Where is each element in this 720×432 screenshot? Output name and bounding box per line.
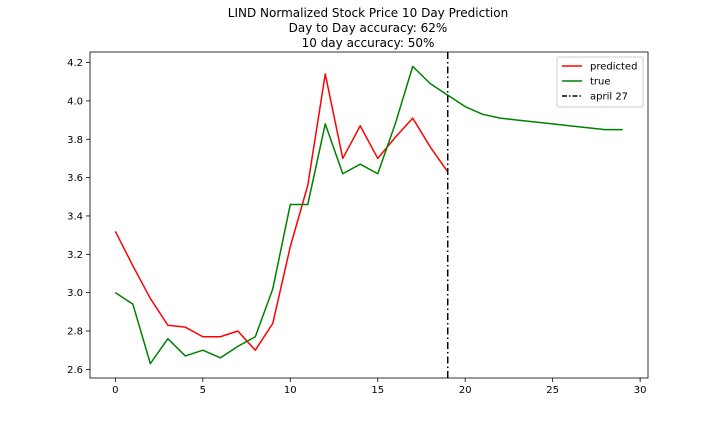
chart-title-line-1: LIND Normalized Stock Price 10 Day Predi… (228, 6, 508, 20)
chart-title-line-2: Day to Day accuracy: 62% (289, 21, 448, 35)
x-tick-label: 25 (546, 385, 559, 396)
x-tick-label: 20 (459, 385, 472, 396)
y-tick-label: 3.4 (67, 211, 83, 222)
legend-label: true (590, 77, 611, 88)
x-tick-label: 10 (284, 385, 297, 396)
legend-label: predicted (590, 62, 637, 73)
series-line-predicted (114, 73, 449, 351)
x-tick-label: 0 (112, 385, 118, 396)
legend-label: april 27 (590, 92, 628, 103)
plot-area (114, 52, 623, 378)
series-line-true (114, 65, 623, 365)
chart-title: LIND Normalized Stock Price 10 Day Predi… (228, 6, 508, 50)
y-tick-label: 2.6 (67, 365, 83, 376)
x-axis: 0 5 10 15 20 25 30 (112, 378, 646, 396)
y-tick-label: 2.8 (67, 327, 83, 338)
plot-frame (89, 51, 649, 379)
y-tick-label: 3.0 (67, 288, 83, 299)
y-tick-label: 3.2 (67, 250, 83, 261)
x-tick-label: 15 (371, 385, 384, 396)
legend-box (556, 56, 644, 108)
y-tick-label: 3.8 (67, 135, 83, 146)
chart-title-line-3: 10 day accuracy: 50% (302, 36, 435, 50)
y-axis: 2.6 2.8 3.0 3.2 3.4 3.6 3.8 4.0 4.2 (67, 58, 90, 376)
x-tick-label: 5 (200, 385, 206, 396)
legend: predicted true april 27 (556, 56, 644, 108)
y-tick-label: 4.2 (67, 58, 83, 69)
x-tick-label: 30 (634, 385, 647, 396)
y-tick-label: 4.0 (67, 96, 83, 107)
y-tick-label: 3.6 (67, 173, 83, 184)
